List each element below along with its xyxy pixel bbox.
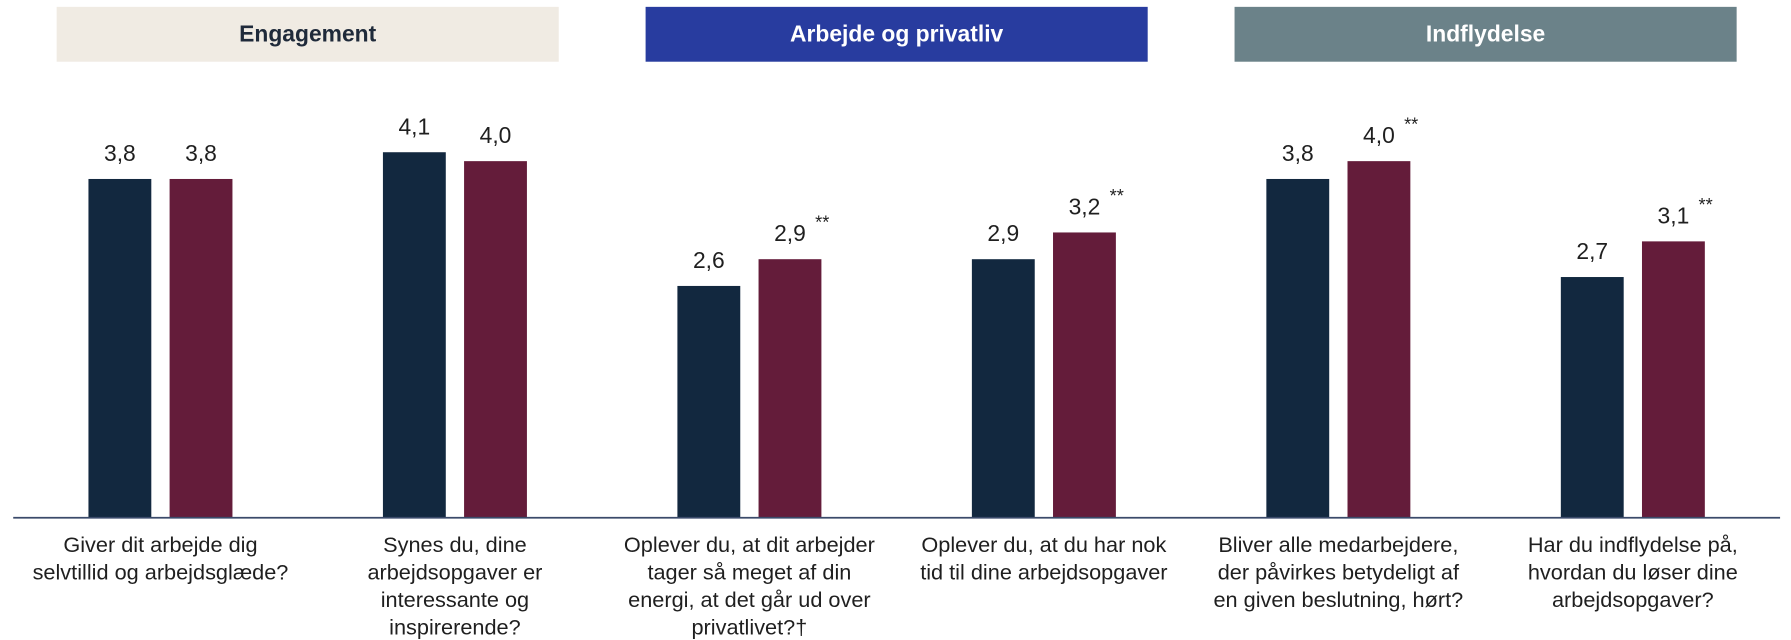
- group-header: [56, 6, 559, 62]
- significance-marker: **: [1699, 194, 1713, 215]
- value-label: 3,8: [104, 140, 136, 166]
- x-tick-label: Synes du, dine: [383, 532, 527, 557]
- value-label: 3,8: [185, 140, 217, 166]
- bar: [88, 178, 152, 518]
- group-header: [645, 6, 1148, 62]
- bar: [1053, 232, 1116, 518]
- significance-marker: **: [1110, 185, 1124, 206]
- bar: [1641, 241, 1705, 518]
- x-tick-label: Bliver alle medarbejdere,: [1218, 532, 1458, 557]
- x-tick-label: energi, at det går ud over: [628, 587, 871, 612]
- x-tick-label: hvordan du løser dine: [1528, 559, 1738, 584]
- bar: [758, 259, 822, 518]
- value-label: 2,7: [1576, 238, 1608, 264]
- bar: [464, 161, 527, 518]
- x-tick-label: tid til dine arbejdsopgaver: [920, 559, 1167, 584]
- bar: [382, 152, 446, 518]
- x-tick-label: interessante og: [381, 587, 529, 612]
- x-tick-label: Oplever du, at du har nok: [921, 532, 1166, 557]
- x-tick-label: Har du indflydelse på,: [1528, 532, 1738, 557]
- value-label: 4,0: [480, 122, 512, 148]
- x-tick-label: privatlivet?†: [691, 614, 807, 639]
- x-tick-label: tager så meget af din: [647, 559, 851, 584]
- group-header: [1234, 6, 1737, 62]
- bar: [1347, 161, 1411, 518]
- bar: [1560, 277, 1624, 518]
- value-label: 4,1: [398, 113, 430, 139]
- x-tick-label: en given beslutning, hørt?: [1213, 587, 1463, 612]
- significance-marker: **: [815, 212, 829, 233]
- group-header-label: Arbejde og privatliv: [790, 20, 1004, 46]
- group-header-label: Engagement: [239, 20, 376, 46]
- value-label: 2,9: [987, 220, 1019, 246]
- value-label: 2,9: [774, 220, 806, 246]
- value-label: 3,2: [1069, 193, 1101, 219]
- value-label: 2,6: [693, 247, 725, 273]
- bar: [677, 285, 741, 518]
- bar: [169, 178, 233, 518]
- x-tick-label: Oplever du, at dit arbejder: [624, 532, 875, 557]
- value-label: 3,1: [1658, 202, 1690, 228]
- bar: [971, 259, 1035, 518]
- x-tick-label: selvtillid og arbejdsglæde?: [33, 559, 289, 584]
- group-header-label: Indflydelse: [1426, 20, 1545, 46]
- x-tick-label: Giver dit arbejde dig: [63, 532, 257, 557]
- bar: [1266, 178, 1330, 518]
- value-label: 3,8: [1282, 140, 1314, 166]
- x-tick-label: arbejdsopgaver?: [1552, 587, 1714, 612]
- significance-marker: **: [1404, 114, 1418, 135]
- x-tick-label: inspirerende?: [389, 614, 521, 639]
- x-tick-label: arbejdsopgaver er: [367, 559, 542, 584]
- x-tick-label: der påvirkes betydeligt af: [1218, 559, 1460, 584]
- value-label: 4,0: [1363, 122, 1395, 148]
